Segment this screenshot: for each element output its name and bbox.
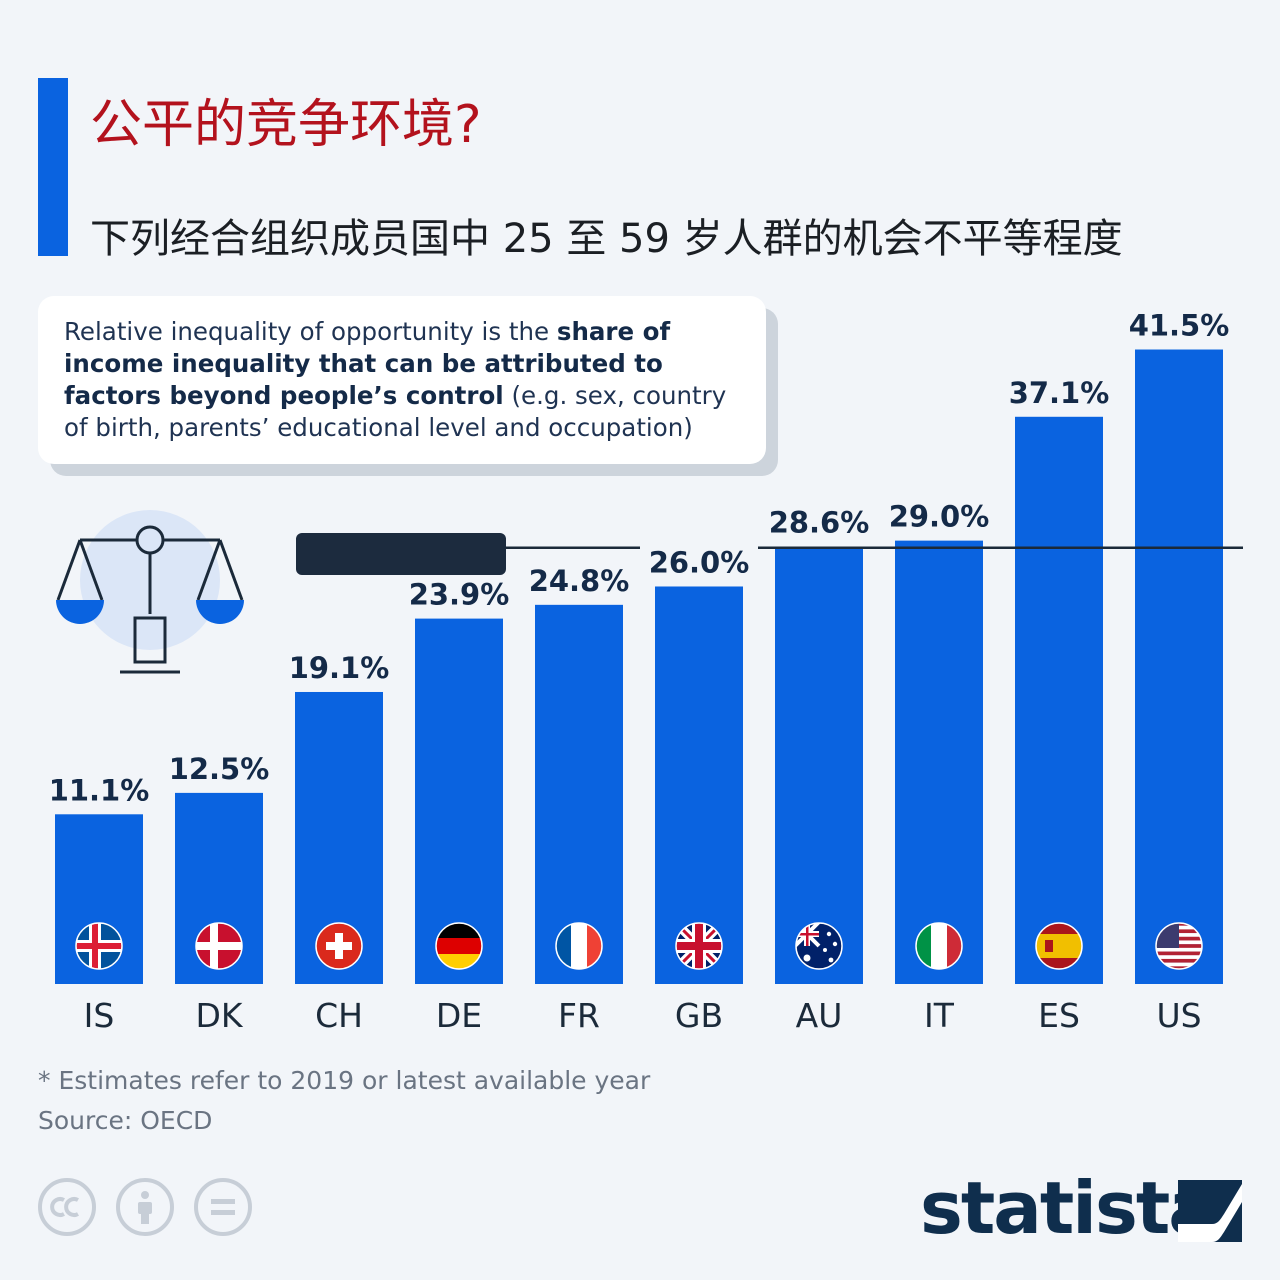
note-text-bold: share of income inequality that can be a… [64, 317, 671, 410]
spain-flag-icon [1035, 922, 1083, 970]
statista-logo-text: statista [920, 1166, 1217, 1250]
chart-subtitle: 下列经合组织成员国中 25 至 59 岁人群的机会不平等程度 [90, 216, 1123, 262]
value-label-fr: 24.8% [529, 564, 630, 598]
value-label-de: 23.9% [409, 578, 510, 612]
attribution-icon [116, 1178, 174, 1236]
statista-logo-icon [1178, 1180, 1242, 1242]
creative-commons-icon [38, 1178, 96, 1236]
bar-es [1015, 416, 1103, 984]
bar-fr [535, 604, 623, 984]
x-tick-fr: FR [558, 996, 600, 1035]
no-derivatives-icon [194, 1178, 252, 1236]
x-tick-gb: GB [675, 996, 723, 1035]
value-label-us: 41.5% [1129, 309, 1230, 343]
value-label-ch: 19.1% [289, 651, 390, 685]
x-tick-is: IS [84, 996, 115, 1035]
license-icons [38, 1178, 258, 1244]
uk-flag-icon [675, 922, 723, 970]
value-label-is: 11.1% [49, 773, 150, 807]
x-tick-it: IT [924, 996, 955, 1035]
iceland-flag-icon [75, 922, 123, 970]
bar-au [775, 546, 863, 984]
france-flag-icon [555, 922, 603, 970]
x-tick-ch: CH [315, 996, 363, 1035]
chart-title: 公平的竞争环境? [90, 95, 482, 155]
bar-chart: 11.1% 12.5% 19.1% 23.9% 24.8% 26.0% 28.6% 29.0%… [49, 309, 1243, 1035]
value-label-dk: 12.5% [169, 752, 270, 786]
usa-flag-icon [1155, 922, 1203, 970]
redacted-average-label [296, 533, 506, 575]
x-tick-de: DE [436, 996, 482, 1035]
denmark-flag-icon [195, 922, 243, 970]
germany-flag-icon [435, 922, 483, 970]
definition-note: Relative inequality of opportunity is th… [38, 296, 766, 464]
bar-gb [655, 586, 743, 984]
note-text-end: (e.g. sex, country of birth, parents’ ed… [64, 381, 727, 442]
x-tick-es: ES [1038, 996, 1080, 1035]
bar-us [1135, 349, 1223, 984]
value-label-gb: 26.0% [649, 545, 750, 579]
footnote: * Estimates refer to 2019 or latest avai… [38, 1066, 651, 1095]
scales-of-justice-icon [56, 510, 244, 674]
note-text-start: Relative inequality of opportunity is th… [64, 317, 557, 346]
switzerland-flag-icon [315, 922, 363, 970]
x-tick-au: AU [796, 996, 843, 1035]
value-label-es: 37.1% [1009, 376, 1110, 410]
value-label-it: 29.0% [889, 500, 990, 534]
title-accent-bar [38, 78, 68, 256]
x-tick-dk: DK [195, 996, 243, 1035]
australia-flag-icon [795, 922, 843, 970]
bar-it [895, 540, 983, 984]
x-tick-us: US [1156, 996, 1201, 1035]
italy-flag-icon [915, 922, 963, 970]
value-label-au: 28.6% [769, 506, 870, 540]
source-note: Source: OECD [38, 1106, 213, 1135]
